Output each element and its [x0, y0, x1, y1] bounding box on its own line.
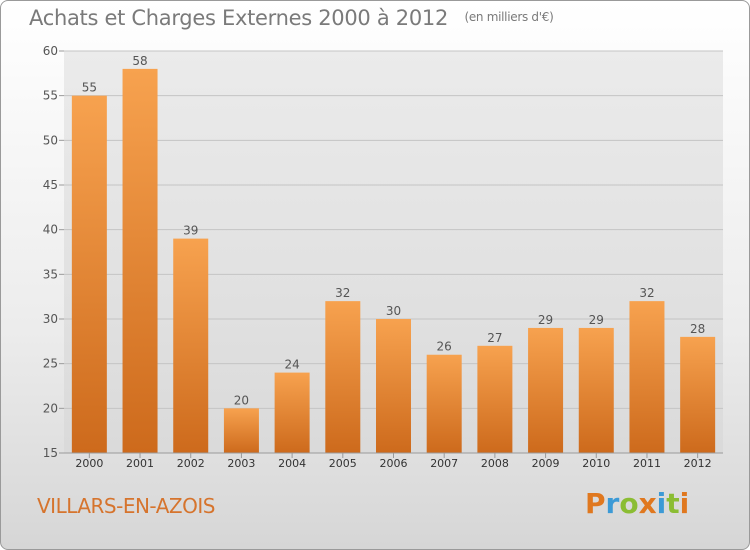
- x-axis-ticks: 2000 2001 2002 2003 2004 2005 2006 2007 2008 2009…: [75, 453, 712, 470]
- y-tick-label: 40: [43, 223, 58, 237]
- y-axis-ticks: 15 20 25 30 35 40 45 50 55 60: [43, 44, 64, 460]
- bar-value-label: 27: [487, 331, 502, 345]
- bar-2012: [680, 336, 716, 453]
- y-tick-label: 25: [43, 357, 58, 371]
- bar-2009: [528, 327, 564, 453]
- bar-2011: [629, 301, 665, 453]
- x-tick-label: 2011: [633, 457, 661, 470]
- y-tick-label: 15: [43, 446, 58, 460]
- x-tick-label: 2009: [532, 457, 560, 470]
- bar-2007: [426, 354, 462, 453]
- x-tick-label: 2000: [75, 457, 103, 470]
- bar-value-label: 32: [639, 286, 654, 300]
- chart-unit: (en milliers d'€): [464, 10, 554, 24]
- logo-letter: P: [585, 487, 606, 520]
- x-tick-label: 2007: [430, 457, 458, 470]
- logo-letter: i: [679, 487, 690, 520]
- x-tick-label: 2010: [582, 457, 610, 470]
- logo-letter: x: [638, 487, 657, 520]
- x-tick-label: 2001: [126, 457, 154, 470]
- logo-letter: o: [619, 487, 639, 520]
- proxiti-logo: Proxiti: [585, 487, 689, 520]
- x-tick-label: 2008: [481, 457, 509, 470]
- bar-2006: [376, 319, 411, 453]
- bar-value-label: 32: [335, 286, 350, 300]
- bar-value-label: 39: [183, 224, 198, 238]
- bar-2001: [122, 68, 158, 453]
- logo-letter: t: [666, 487, 680, 520]
- bar-2000: [71, 95, 107, 454]
- bar-value-label: 30: [386, 304, 401, 318]
- bar-2008: [477, 345, 513, 453]
- bar-value-label: 20: [234, 393, 249, 407]
- bars: 55 58 39 20 24 32 30 26 27 29 29 32 28: [71, 54, 716, 454]
- logo-letter: r: [605, 487, 620, 520]
- bar-value-label: 26: [437, 340, 452, 354]
- bar-2005: [325, 301, 361, 453]
- bar-value-label: 29: [538, 313, 553, 327]
- y-tick-label: 50: [43, 133, 58, 147]
- y-tick-label: 30: [43, 312, 58, 326]
- y-tick-label: 45: [43, 178, 58, 192]
- bar-value-label: 29: [589, 313, 604, 327]
- x-tick-label: 2012: [684, 457, 712, 470]
- chart-title-text: Achats et Charges Externes 2000 à 2012: [29, 6, 449, 30]
- bar-2003: [223, 408, 259, 453]
- bar-2002: [173, 238, 209, 453]
- y-tick-label: 35: [43, 267, 58, 281]
- bar-2010: [578, 327, 614, 453]
- bar-value-label: 58: [132, 54, 147, 68]
- commune-name: VILLARS-EN-AZOIS: [37, 494, 215, 518]
- x-tick-label: 2003: [227, 457, 255, 470]
- x-tick-label: 2006: [380, 457, 408, 470]
- bar-value-label: 28: [690, 322, 705, 336]
- bar-value-label: 55: [82, 81, 97, 95]
- x-tick-label: 2004: [278, 457, 306, 470]
- bar-2004: [274, 372, 310, 453]
- y-tick-label: 60: [43, 44, 58, 58]
- y-tick-label: 20: [43, 401, 58, 415]
- x-tick-label: 2002: [177, 457, 205, 470]
- chart-title: Achats et Charges Externes 2000 à 2012 (…: [29, 6, 554, 30]
- bar-value-label: 24: [284, 358, 299, 372]
- x-tick-label: 2005: [329, 457, 357, 470]
- logo-letter: i: [656, 487, 667, 520]
- y-tick-label: 55: [43, 89, 58, 103]
